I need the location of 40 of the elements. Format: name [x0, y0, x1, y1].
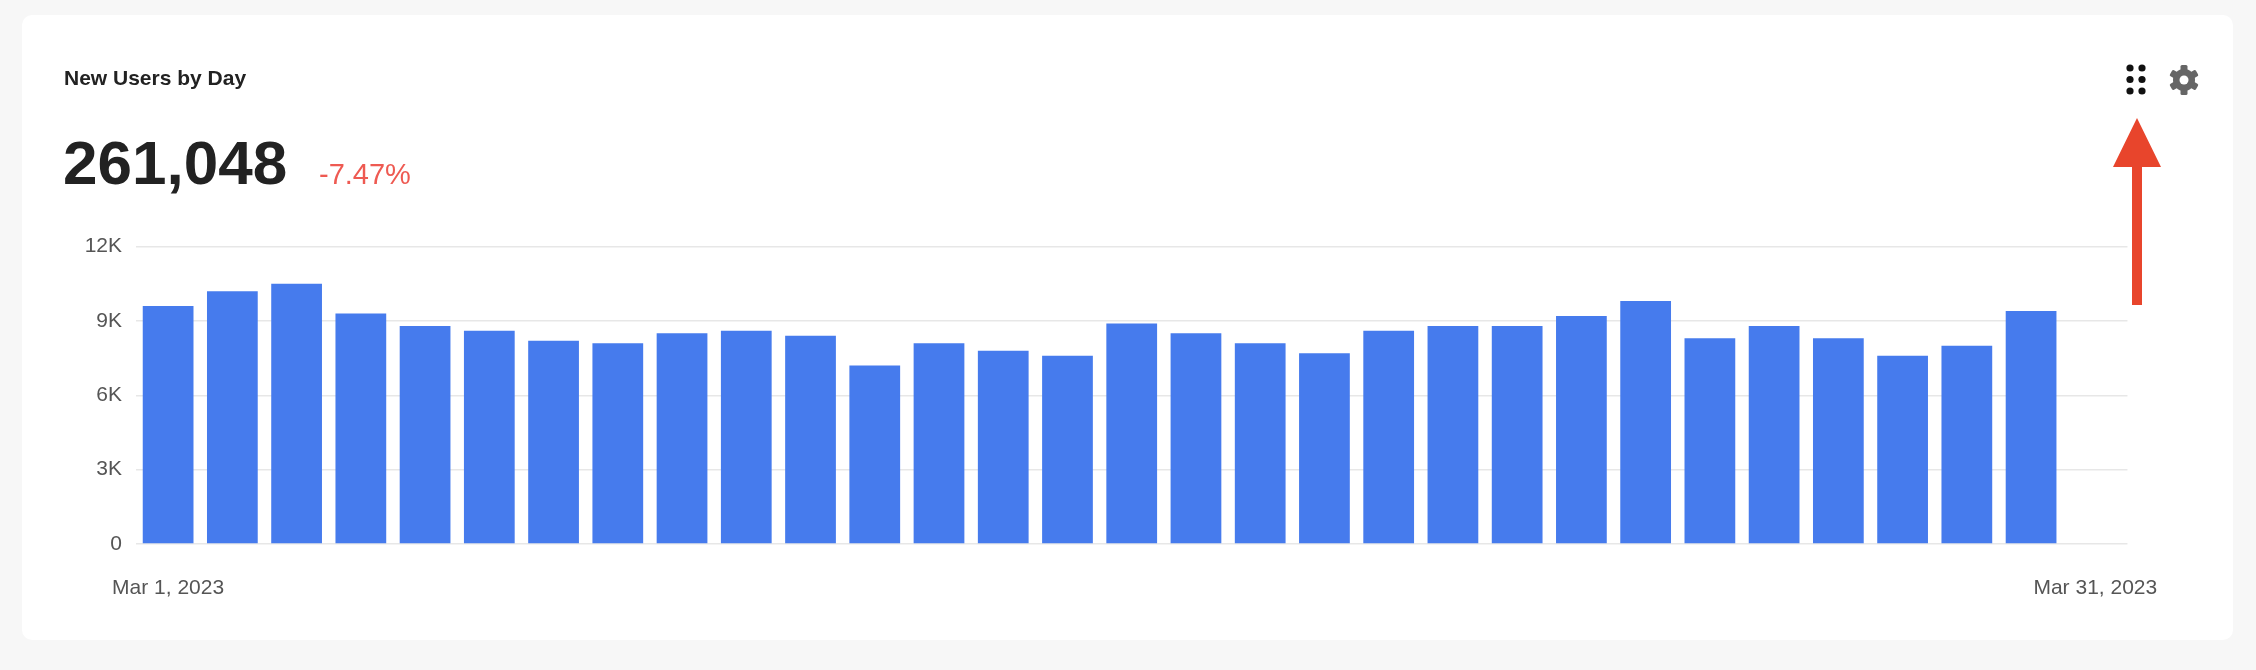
bar [1170, 333, 1222, 544]
bar [913, 343, 965, 544]
bar [1106, 323, 1158, 544]
chart-title: New Users by Day [64, 66, 247, 89]
bar [720, 330, 772, 544]
bar [1877, 355, 1928, 544]
bar [1812, 338, 1864, 544]
bar [463, 330, 515, 544]
y-tick-label: 12K [84, 233, 122, 257]
bar [1042, 355, 1093, 544]
bar [335, 313, 387, 544]
bar [206, 291, 258, 544]
y-tick-label: 0 [110, 530, 122, 554]
bar [1941, 345, 1993, 544]
bar [142, 306, 194, 544]
y-tick-label: 9K [96, 307, 122, 331]
bar [271, 283, 322, 544]
text: -7.47% [319, 158, 411, 190]
text: 261,048 [63, 128, 288, 197]
bar [849, 365, 901, 544]
bar [1748, 325, 1800, 544]
bar [1234, 343, 1286, 544]
bar [592, 343, 644, 544]
bar [399, 325, 451, 544]
y-tick-label: 6K [96, 382, 122, 406]
bar [1491, 325, 1543, 544]
bar [528, 340, 579, 544]
bar [1427, 325, 1479, 544]
bar [1620, 301, 1672, 544]
x-tick-label: Mar 1, 2023 [112, 575, 225, 599]
bar [656, 333, 708, 544]
bar [977, 350, 1029, 544]
x-tick-label: Mar 31, 2023 [2033, 575, 2158, 599]
y-tick-label: 3K [96, 456, 122, 480]
bar [1684, 338, 1736, 544]
bar [785, 335, 836, 544]
bar [1556, 315, 1607, 544]
bar [1299, 353, 1350, 544]
bar [1363, 330, 1415, 544]
bar [2005, 311, 2057, 544]
